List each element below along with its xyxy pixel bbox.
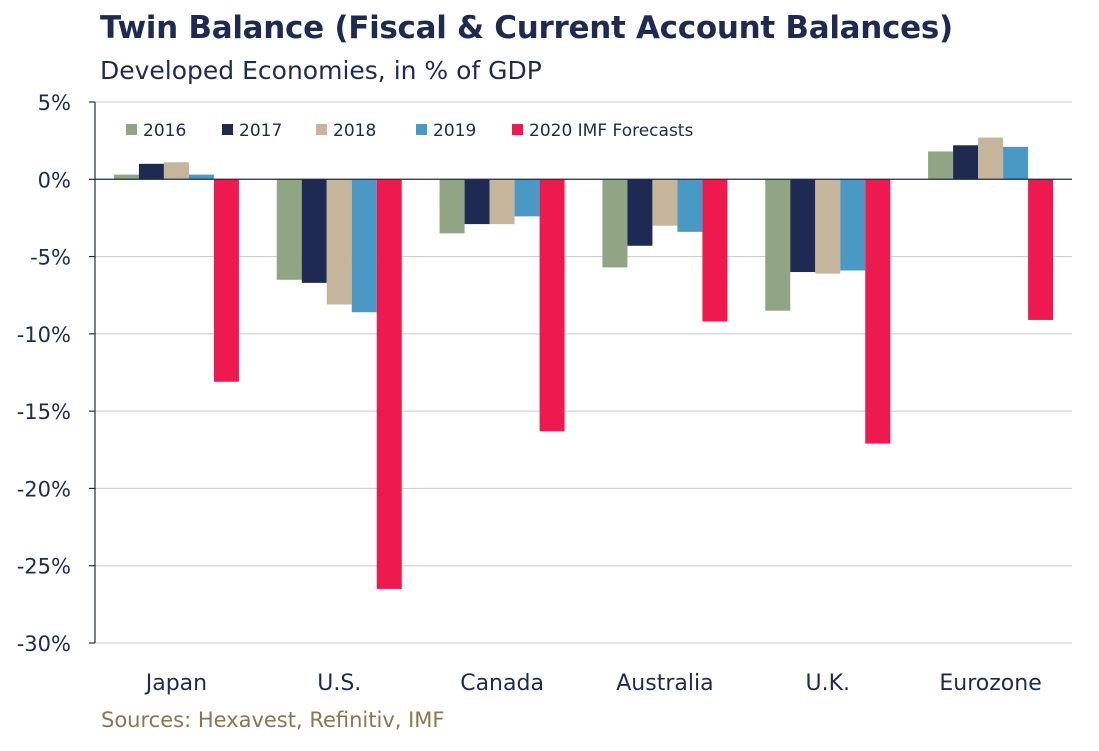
legend-swatch bbox=[126, 124, 137, 135]
bars bbox=[113, 137, 1054, 589]
bar-canada-2020 bbox=[539, 179, 565, 432]
bar-canada-2019 bbox=[514, 179, 540, 217]
bar-canada-2016 bbox=[439, 179, 465, 234]
bar-us-2016 bbox=[276, 179, 302, 280]
bar-eurozone-2018 bbox=[978, 137, 1004, 180]
bar-japan-2020 bbox=[213, 179, 239, 382]
bar-japan-2018 bbox=[163, 162, 189, 180]
bar-eurozone-2020 bbox=[1028, 179, 1054, 320]
bar-australia-2019 bbox=[677, 179, 703, 232]
bar-us-2017 bbox=[301, 179, 327, 283]
legend-swatch bbox=[222, 124, 233, 135]
chart-subtitle: Developed Economies, in % of GDP bbox=[100, 56, 542, 85]
bar-eurozone-2017 bbox=[953, 145, 979, 180]
legend-label: 2016 bbox=[143, 121, 186, 141]
gridlines bbox=[95, 101, 1072, 644]
bar-australia-2016 bbox=[602, 179, 628, 268]
y-tick-label: -5% bbox=[30, 246, 71, 270]
source-note: Sources: Hexavest, Refinitiv, IMF bbox=[101, 708, 445, 732]
y-tick-label: 0% bbox=[38, 168, 71, 192]
bar-japan-2017 bbox=[138, 163, 164, 180]
legend-swatch bbox=[512, 124, 523, 135]
y-tick-label: -25% bbox=[17, 555, 71, 579]
legend-label: 2017 bbox=[239, 121, 282, 141]
bar-canada-2017 bbox=[464, 179, 490, 225]
legend: 2016 2017 2018 2019 2020 IMF Forecasts bbox=[126, 121, 693, 141]
bar-japan-2019 bbox=[188, 174, 214, 180]
bar-us-2019 bbox=[351, 179, 377, 313]
x-category-label: U.S. bbox=[317, 671, 361, 696]
y-tick-label: -30% bbox=[17, 632, 71, 656]
y-tick-label: 5% bbox=[38, 91, 71, 115]
legend-swatch bbox=[416, 124, 427, 135]
bar-uk-2020 bbox=[865, 179, 891, 444]
x-category-label: Australia bbox=[616, 671, 713, 696]
x-category-label: U.K. bbox=[805, 671, 850, 696]
axes: 5% 0% -5% -10% -15% -20% -25% -30% Japan U.S. Cana… bbox=[17, 91, 1072, 696]
x-category-label: Eurozone bbox=[939, 671, 1041, 696]
bar-japan-2016 bbox=[113, 174, 139, 180]
y-tick-label: -10% bbox=[17, 323, 71, 347]
bar-australia-2018 bbox=[652, 179, 678, 226]
bar-us-2018 bbox=[326, 179, 352, 305]
legend-swatch bbox=[316, 124, 327, 135]
bar-uk-2017 bbox=[790, 179, 816, 273]
bar-canada-2018 bbox=[489, 179, 515, 225]
x-category-label: Canada bbox=[460, 671, 544, 696]
legend-label: 2020 IMF Forecasts bbox=[529, 121, 693, 141]
bar-uk-2019 bbox=[840, 179, 866, 271]
bar-australia-2017 bbox=[627, 179, 653, 246]
y-tick-label: -20% bbox=[17, 477, 71, 501]
bar-uk-2016 bbox=[765, 179, 791, 311]
legend-label: 2019 bbox=[433, 121, 476, 141]
bar-australia-2020 bbox=[702, 179, 728, 322]
bar-uk-2018 bbox=[815, 179, 841, 274]
bar-eurozone-2016 bbox=[928, 151, 954, 180]
bar-us-2020 bbox=[376, 179, 402, 589]
chart-title: Twin Balance (Fiscal & Current Account B… bbox=[100, 10, 953, 46]
y-tick-label: -15% bbox=[17, 400, 71, 424]
x-category-label: Japan bbox=[144, 671, 207, 696]
legend-label: 2018 bbox=[333, 121, 376, 141]
bar-eurozone-2019 bbox=[1003, 146, 1029, 180]
